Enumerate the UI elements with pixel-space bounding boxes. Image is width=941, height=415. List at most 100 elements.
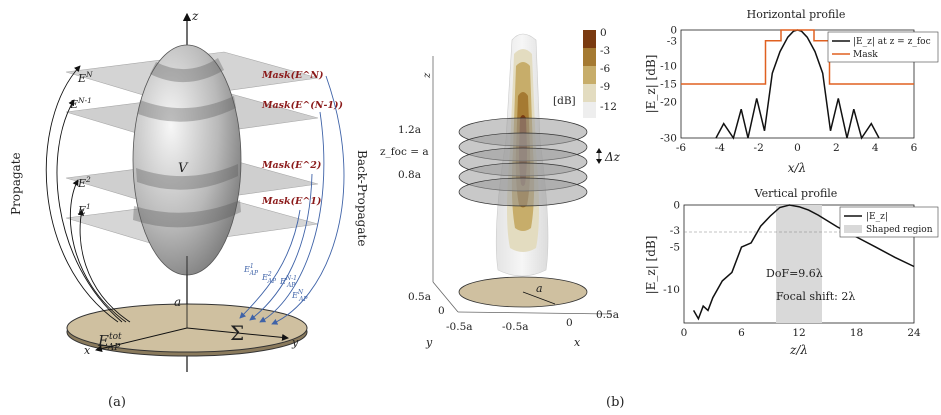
chart2-xtick-0: 0 bbox=[681, 327, 688, 339]
chart1-ylabel: |E_z| [dB] bbox=[644, 55, 658, 114]
propagate-arrow-n bbox=[45, 65, 119, 323]
colorbar-tick-4: -12 bbox=[600, 101, 617, 113]
z-axis-3d-label: z bbox=[422, 72, 433, 79]
chart1-xtick-4: 2 bbox=[833, 142, 840, 154]
chart1-xtick-3: 0 bbox=[794, 142, 801, 154]
chart1-legend-text-0: |E_z| at z = z_foc bbox=[853, 37, 931, 47]
chart1-xtick-0: -6 bbox=[676, 142, 687, 154]
chart1-xlabel: x/λ bbox=[788, 161, 806, 175]
chart2-xlabel: z/λ bbox=[789, 343, 808, 357]
ap-field-1: E1 AP bbox=[243, 263, 259, 277]
z-tick-0-8a: 0.8a bbox=[398, 169, 421, 181]
x-axis-label: x bbox=[84, 344, 91, 357]
back-arrow-2 bbox=[249, 173, 313, 321]
chart1-xtick-2: -2 bbox=[754, 142, 764, 154]
plane-label-en: EN bbox=[77, 70, 93, 85]
chart2-xtick-2: 12 bbox=[792, 327, 805, 339]
chart2-xticks: 0 6 12 18 24 bbox=[681, 327, 921, 339]
ap-field-n1: EN-1 AP bbox=[279, 275, 297, 289]
svg-text:EN: EN bbox=[77, 70, 93, 85]
mask-label-e2: Mask(E^2) bbox=[261, 160, 321, 171]
chart1-title: Horizontal profile bbox=[747, 8, 846, 21]
base-radius-label: a bbox=[536, 282, 543, 295]
y-tick-0: 0.5a bbox=[408, 291, 431, 303]
chart2-xtick-3: 18 bbox=[850, 327, 863, 339]
chart1-ytick-0: 0 bbox=[670, 25, 677, 37]
aperture-field-label: Etot AP bbox=[97, 332, 122, 353]
colorbar-swatch-1 bbox=[583, 48, 596, 66]
ellipsoid-band-3 bbox=[138, 96, 236, 122]
radius-label: a bbox=[174, 295, 181, 309]
x-axis-3d-label: x bbox=[574, 336, 581, 349]
chart2-title: Vertical profile bbox=[754, 187, 838, 200]
volume-label: V bbox=[178, 161, 189, 176]
chart1-legend-box bbox=[827, 31, 939, 63]
colorbar: 0 -3 -6 -9 -12 [dB] bbox=[553, 27, 617, 118]
propagate-arrow-1 bbox=[77, 209, 131, 323]
ap-field-labels: E1 AP E2 AP EN-1 AP EN AP bbox=[243, 263, 308, 303]
chart-horizontal: Horizontal profile -6 -4 -2 0 2 4 6 0-3-10-15-… bbox=[644, 8, 939, 175]
chart1-yticks: 0-3 -10 -15 -20 -30 bbox=[660, 25, 677, 145]
propagate-arrow-n1 bbox=[56, 99, 123, 323]
chart2-ytick-2: -5 bbox=[670, 242, 680, 254]
panel-a: z V EN EN-1 E2 E1 Mask(E^N) Mask(E^(N-1)… bbox=[9, 9, 369, 410]
chart1-xtick-1: -4 bbox=[715, 142, 726, 154]
ellipsoid-band-4 bbox=[150, 58, 224, 83]
colorbar-unit: [dB] bbox=[553, 95, 576, 107]
box-bottom-right bbox=[457, 311, 613, 315]
colorbar-swatch-0 bbox=[583, 30, 596, 48]
chart2-legend-text-1: Shaped region bbox=[866, 225, 933, 235]
chart2-ytick-1: -3 bbox=[670, 225, 680, 237]
chart2-annotation-shift: Focal shift: 2λ bbox=[776, 290, 855, 303]
svg-text:E2: E2 bbox=[77, 175, 91, 190]
chart1-series-1-line bbox=[681, 29, 914, 85]
base-radius bbox=[522, 291, 556, 305]
plane-label-e1: E1 bbox=[77, 202, 91, 217]
back-arrow-1 bbox=[239, 209, 301, 319]
chart2-legend-swatch-1 bbox=[844, 225, 862, 233]
y-axis-3d-label: y bbox=[425, 336, 433, 349]
propagate-label: Propagate bbox=[9, 152, 23, 215]
chart1-xtick-5: 4 bbox=[872, 142, 879, 154]
chart2-shaded-region bbox=[776, 205, 822, 323]
colorbar-swatch-3 bbox=[583, 84, 596, 102]
mask-label-en1: Mask(E^(N-1)) bbox=[261, 100, 343, 111]
colorbar-swatch-4 bbox=[583, 102, 596, 118]
x-tick-2: 0.5a bbox=[596, 309, 619, 321]
x-tick-1: 0 bbox=[566, 317, 573, 329]
plane-label-e2: E2 bbox=[77, 175, 91, 190]
y-axis-line bbox=[186, 327, 289, 341]
back-arrow-n bbox=[271, 75, 345, 325]
disc-5 bbox=[458, 177, 588, 207]
x-axis-line bbox=[95, 327, 188, 352]
caption-a: (a) bbox=[108, 395, 126, 410]
x-tick-0: -0.5a bbox=[502, 321, 529, 333]
mask-label-e1: Mask(E^1) bbox=[261, 196, 321, 207]
caption-b: (b) bbox=[606, 395, 624, 410]
chart1-legend-text-1: Mask bbox=[853, 50, 878, 60]
chart1-xtick-6: 6 bbox=[911, 142, 918, 154]
back-arrow-n1 bbox=[259, 111, 325, 323]
chart1-ytick-3: -15 bbox=[660, 79, 677, 91]
z-tick-zfoc: z_foc = a bbox=[380, 146, 429, 158]
propagate-arrow-2 bbox=[69, 179, 127, 323]
delta-z-arrow-down bbox=[596, 159, 602, 164]
chart2-xtick-1: 6 bbox=[738, 327, 745, 339]
chart2-ytick-0: 0 bbox=[673, 200, 680, 212]
ellipsoid-band-1 bbox=[133, 200, 241, 228]
chart1-xticks: -6 -4 -2 0 2 4 6 bbox=[676, 142, 918, 154]
chart1-ytick-5: -30 bbox=[660, 133, 677, 145]
chart2-legend-text-0: |E_z| bbox=[866, 212, 888, 222]
box-bottom-left bbox=[432, 281, 459, 313]
chart1-ytick-2: -10 bbox=[660, 61, 677, 73]
mask-label-en: Mask(E^N) bbox=[261, 70, 323, 81]
delta-z-label: Δz bbox=[604, 150, 621, 164]
colorbar-tick-3: -9 bbox=[600, 81, 610, 93]
chart2-shade-rect bbox=[776, 205, 822, 323]
back-propagate-label: Back-Propagate bbox=[355, 150, 369, 246]
chart-vertical: Vertical profile 0 6 12 18 24 0 -3 -5 -10 DoF=9… bbox=[644, 187, 939, 357]
delta-z-arrow-up bbox=[596, 148, 602, 153]
panel-b-3d: z 1.2a z_foc = a 0.8a Δz a 0.5a 0 -0.5a … bbox=[380, 27, 624, 410]
colorbar-swatch-2 bbox=[583, 66, 596, 84]
z-axis-label: z bbox=[191, 9, 199, 23]
